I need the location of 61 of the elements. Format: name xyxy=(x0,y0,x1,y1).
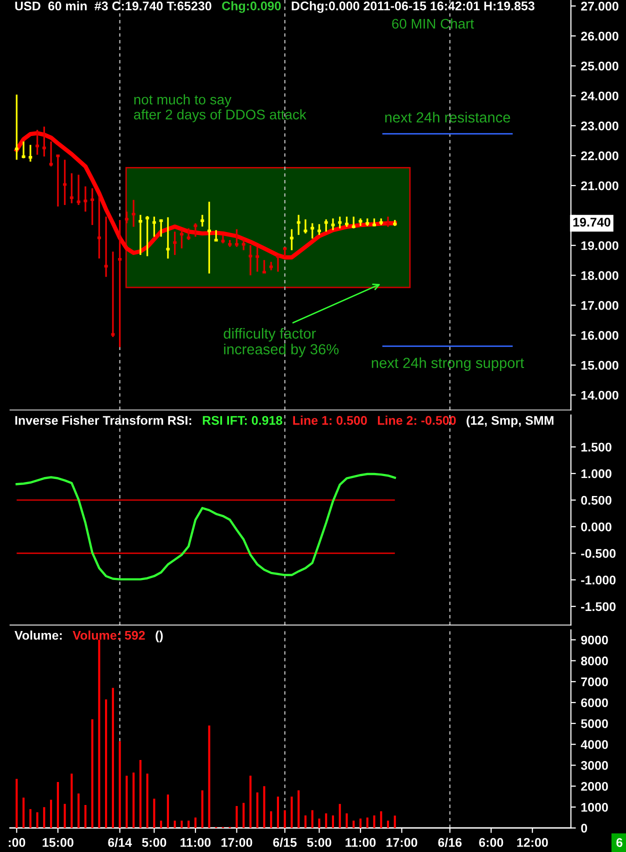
y-tick-label: 27.000 xyxy=(581,2,618,11)
x-tick-label: 15:00 xyxy=(42,838,74,847)
y-tick-label: 16.000 xyxy=(581,330,618,340)
y-tick-label: 8000 xyxy=(581,656,608,666)
x-tick-label: 17:00 xyxy=(386,838,418,847)
chart-title: Inverse Fisher Transform RSI: xyxy=(15,416,192,425)
annotation: DChg:0.000 2011-06-15 16:42:01 H:19.853 xyxy=(292,1,534,13)
y-tick-label: -1.000 xyxy=(581,576,616,584)
y-tick-label: 2000 xyxy=(581,782,608,791)
x-tick-label: 11:00 xyxy=(346,838,376,847)
text: 6 xyxy=(616,838,622,847)
y-tick-label: 7000 xyxy=(581,677,608,686)
chart-title: USD 60 min #3 C:19.740 T:65230 xyxy=(15,1,212,10)
annotation: RSI IFT: 0.918 xyxy=(202,416,282,425)
y-tick-label: 5000 xyxy=(581,719,608,728)
y-tick-label: 1000 xyxy=(581,802,608,812)
annotation: Chg:0.090 xyxy=(222,1,281,13)
ref-line-label: next 24h strong support xyxy=(372,357,524,371)
y-tick-label: 15.000 xyxy=(581,360,618,370)
y-tick-label: 0 xyxy=(581,824,588,833)
x-tick-label: :00 xyxy=(8,838,26,847)
y-tick-label: 9000 xyxy=(581,636,608,644)
y-tick-label: 19.000 xyxy=(581,241,618,250)
annotation: difficulty factor increased by 36% xyxy=(224,328,339,358)
chart-title: Volume: xyxy=(14,630,62,640)
y-tick-label: 6000 xyxy=(581,698,608,708)
y-tick-label: 1.000 xyxy=(581,469,612,478)
annotation: Line 1: 0.500 xyxy=(293,416,367,425)
y-tick-label: -0.500 xyxy=(581,549,616,558)
x-tick-label: 12:00 xyxy=(517,838,548,847)
annotation: Line 2: -0.500 xyxy=(378,416,456,425)
y-tick-label: 23.000 xyxy=(581,121,618,130)
x-tick-label: 6/16 xyxy=(438,838,462,848)
annotation: 60 MIN Chart xyxy=(392,18,474,29)
y-tick-label: 4000 xyxy=(580,740,608,749)
x-tick-label: 6/15 xyxy=(273,838,297,848)
annotation: not much to say after 2 days of DDOS attack xyxy=(134,94,306,122)
text: 19.740 xyxy=(573,218,610,227)
x-tick-label: 5:00 xyxy=(307,838,332,847)
annotation: () xyxy=(156,630,163,642)
x-tick-label: 11:00 xyxy=(180,838,211,847)
y-tick-label: 1.500 xyxy=(581,442,612,452)
annotation: (12, Smp, SMM xyxy=(466,416,554,428)
y-tick-label: 26.000 xyxy=(581,32,618,41)
y-tick-label: 21.000 xyxy=(581,181,618,190)
y-tick-label: 0.500 xyxy=(581,496,612,505)
y-tick-label: -1.500 xyxy=(581,602,616,612)
y-tick-label: 22.000 xyxy=(581,151,618,160)
x-tick-label: 6:00 xyxy=(479,838,504,847)
y-tick-label: 18.000 xyxy=(581,271,618,280)
y-tick-label: 3000 xyxy=(580,761,608,770)
y-tick-label: 17.000 xyxy=(581,301,618,310)
y-tick-label: 25.000 xyxy=(581,62,618,70)
x-tick-label: 6/14 xyxy=(108,838,132,848)
x-tick-label: 5:00 xyxy=(142,838,166,847)
y-tick-label: 24.000 xyxy=(581,92,618,100)
ref-line-label: next 24h resistance xyxy=(385,112,510,123)
y-tick-label: 14.000 xyxy=(581,390,618,400)
annotation: Volume: 592 xyxy=(72,630,145,640)
x-tick-label: 17:00 xyxy=(222,838,252,847)
y-tick-label: 0.000 xyxy=(581,522,612,532)
